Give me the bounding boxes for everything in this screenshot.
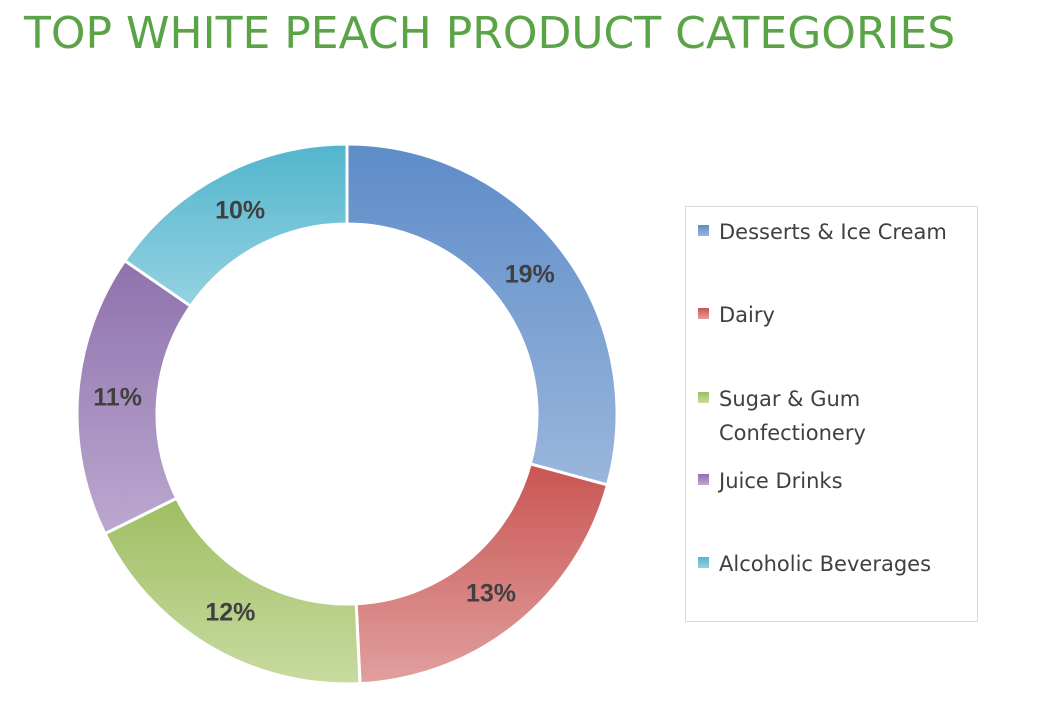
data-label-dairy: 13%: [466, 579, 516, 607]
donut-data-labels: 19% 13% 12% 11% 10%: [93, 196, 555, 626]
chart-legend: Desserts & Ice Cream Dairy Sugar & Gum C…: [685, 206, 978, 622]
donut-slice-sugar-gum-confectionery: [102, 496, 362, 686]
donut-slices: [75, 142, 619, 686]
donut-slice-dairy: [354, 462, 610, 686]
legend-item-alcoholic-beverages: Alcoholic Beverages: [698, 547, 973, 581]
legend-swatch: [698, 474, 709, 485]
data-label-desserts-ice-cream: 19%: [505, 260, 555, 288]
legend-item-desserts-ice-cream: Desserts & Ice Cream: [698, 215, 973, 249]
donut-slice-desserts-ice-cream: [345, 142, 619, 487]
legend-swatch: [698, 557, 709, 568]
legend-swatch: [698, 392, 709, 403]
data-label-juice-drinks: 11%: [93, 383, 142, 411]
chart-title: TOP WHITE PEACH PRODUCT CATEGORIES: [24, 8, 956, 59]
data-label-alcoholic-beverages: 10%: [215, 196, 265, 224]
legend-swatch: [698, 308, 709, 319]
legend-label: Sugar & Gum Confectionery: [719, 387, 866, 445]
donut-chart: 19% 13% 12% 11% 10%: [75, 142, 619, 686]
legend-label: Desserts & Ice Cream: [719, 220, 947, 244]
legend-label: Dairy: [719, 303, 775, 327]
data-label-sugar-gum-confectionery: 12%: [205, 598, 255, 626]
legend-label: Alcoholic Beverages: [719, 552, 932, 576]
legend-item-sugar-gum-confectionery: Sugar & Gum Confectionery: [698, 382, 973, 450]
legend-swatch: [698, 225, 709, 236]
legend-item-dairy: Dairy: [698, 298, 973, 332]
donut-slice-alcoholic-beverages: [122, 142, 349, 309]
legend-item-juice-drinks: Juice Drinks: [698, 464, 973, 498]
legend-label: Juice Drinks: [719, 469, 843, 493]
